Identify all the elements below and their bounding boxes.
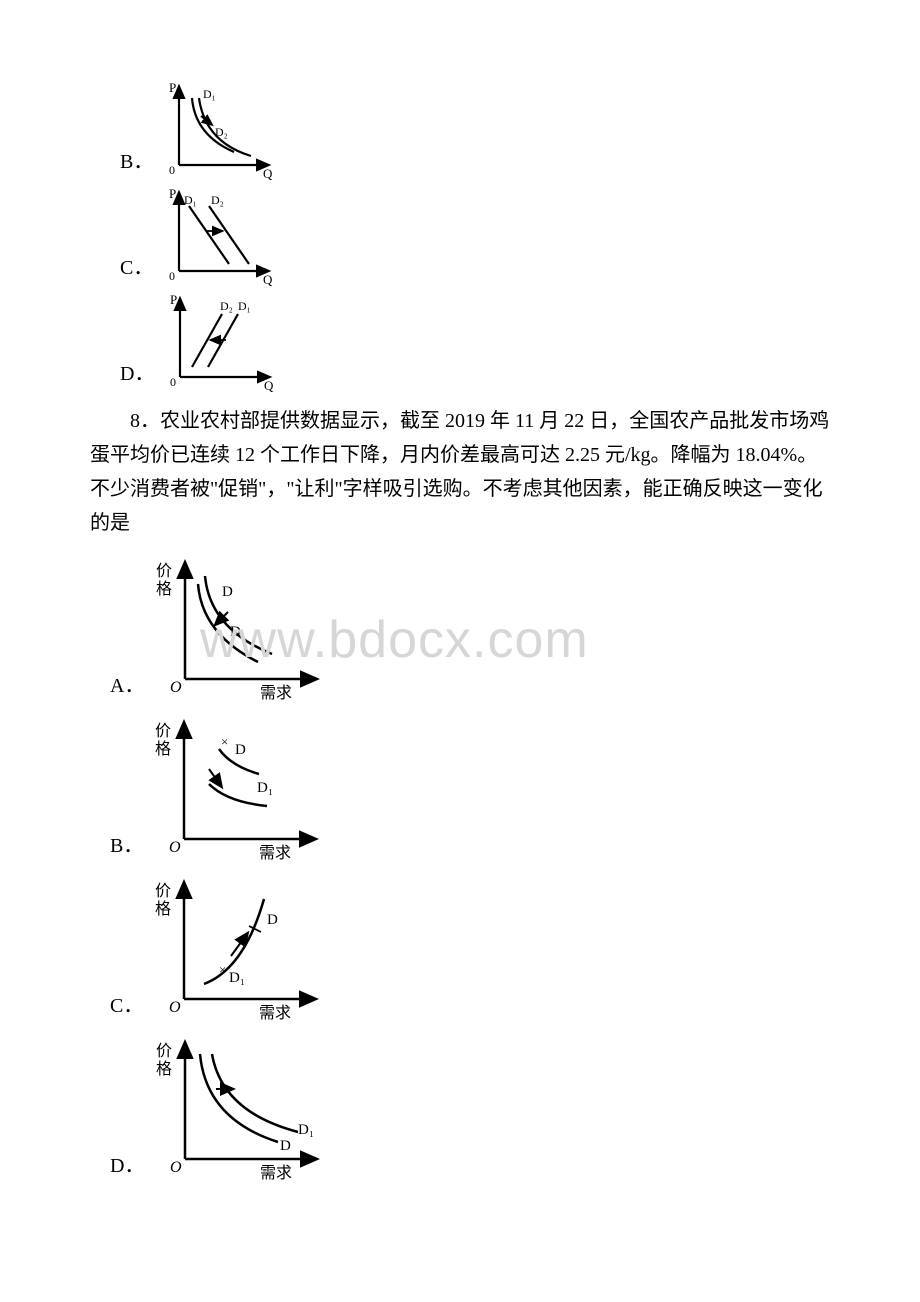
svg-text:×: × (219, 962, 226, 977)
chart-q8-b: 价 格 需求 O × D D₁ (149, 714, 324, 864)
chart-top-b: P Q 0 D₁ D₂ (159, 80, 279, 180)
svg-text:格: 格 (156, 580, 172, 598)
svg-text:需求: 需求 (260, 1164, 292, 1182)
chart-q8-c: 价 格 需求 O D × D₁ (149, 874, 324, 1024)
q8-option-b: B． 价 格 需求 O × D D₁ (110, 714, 830, 864)
option-b-label: B． (120, 145, 153, 180)
svg-text:O: O (169, 839, 181, 856)
svg-text:D₁: D₁ (257, 780, 273, 796)
svg-text:D₁: D₁ (229, 970, 245, 986)
svg-text:格: 格 (156, 1060, 172, 1078)
svg-text:O: O (169, 999, 181, 1016)
q8-b-label: B． (110, 829, 143, 864)
svg-text:O: O (170, 1159, 182, 1176)
chart-top-d: P Q 0 D₂ D₁ (160, 292, 280, 392)
option-c-label: C． (120, 251, 153, 286)
svg-text:D: D (235, 742, 246, 758)
svg-text:需求: 需求 (260, 684, 292, 702)
page-container: www.bdocx.com B． P Q 0 D₁ D₂ (0, 0, 920, 1302)
svg-text:P: P (169, 186, 176, 201)
question-8-body: 农业农村部提供数据显示，截至 2019 年 11 月 22 日，全国农产品批发市… (90, 410, 829, 534)
svg-text:Q: Q (264, 378, 274, 392)
svg-text:D: D (222, 584, 233, 600)
q8-c-label: C． (110, 989, 143, 1024)
svg-text:P: P (169, 80, 176, 95)
svg-text:需求: 需求 (259, 1004, 291, 1022)
svg-text:D₁: D₁ (230, 624, 246, 640)
q8-a-label: A． (110, 669, 144, 704)
svg-text:P: P (170, 292, 177, 307)
q8-option-a: A． 价 格 需求 O D D₁ (110, 554, 830, 704)
q8-d-label: D． (110, 1149, 144, 1184)
svg-text:价: 价 (155, 723, 171, 740)
svg-text:需求: 需求 (259, 844, 291, 862)
q8-option-d: D． 价 格 需求 O D D₁ (110, 1034, 830, 1184)
svg-text:0: 0 (169, 163, 175, 177)
svg-text:D: D (267, 912, 278, 928)
svg-text:D₁: D₁ (238, 299, 251, 313)
svg-text:D₁: D₁ (184, 193, 197, 207)
chart-top-c: P Q 0 D₁ D₂ (159, 186, 279, 286)
top-option-d: D． P Q 0 D₂ D₁ (120, 292, 830, 392)
top-option-b: B． P Q 0 D₁ D₂ (120, 80, 830, 180)
svg-text:×: × (221, 734, 228, 749)
option-d-label: D． (120, 357, 154, 392)
svg-text:0: 0 (169, 269, 175, 283)
svg-text:价: 价 (156, 1043, 172, 1060)
svg-text:Q: Q (263, 272, 273, 286)
question-8-number: 8． (130, 410, 160, 432)
svg-text:D₂: D₂ (215, 125, 228, 139)
chart-q8-a: 价 格 需求 O D D₁ (150, 554, 325, 704)
svg-text:O: O (170, 679, 182, 696)
svg-text:D: D (280, 1138, 291, 1154)
question-8-text: 8．农业农村部提供数据显示，截至 2019 年 11 月 22 日，全国农产品批… (90, 404, 830, 540)
svg-text:价: 价 (156, 563, 172, 580)
q8-option-c: C． 价 格 需求 O D × D₁ (110, 874, 830, 1024)
svg-text:0: 0 (170, 375, 176, 389)
svg-text:价: 价 (155, 883, 171, 900)
top-option-c: C． P Q 0 D₁ D₂ (120, 186, 830, 286)
chart-q8-d: 价 格 需求 O D D₁ (150, 1034, 325, 1184)
svg-text:格: 格 (155, 740, 171, 758)
svg-text:D₂: D₂ (220, 299, 233, 313)
svg-text:格: 格 (155, 900, 171, 918)
svg-text:Q: Q (263, 166, 273, 180)
svg-text:D₂: D₂ (211, 193, 224, 207)
svg-text:D₁: D₁ (203, 87, 216, 101)
svg-text:D₁: D₁ (298, 1122, 314, 1138)
